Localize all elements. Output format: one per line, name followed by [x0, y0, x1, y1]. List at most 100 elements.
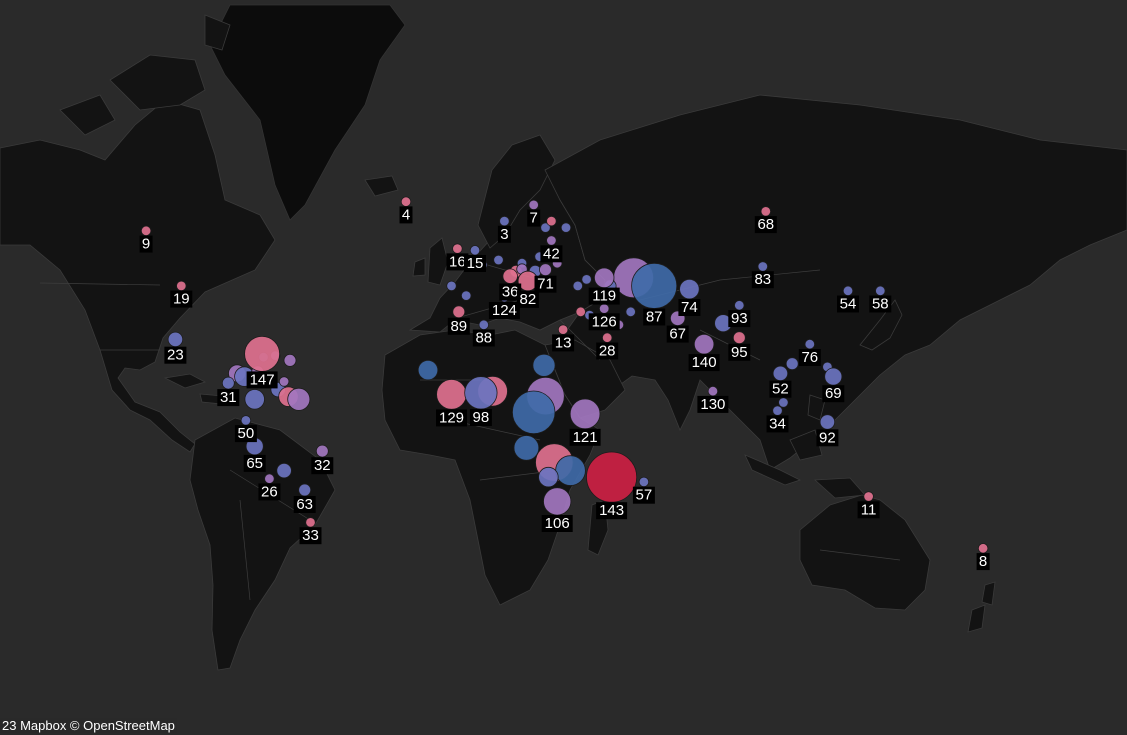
map-marker-unlabeled-17[interactable]	[513, 435, 540, 461]
map-label-31: 31	[217, 389, 240, 407]
map-marker-16[interactable]	[452, 243, 463, 254]
map-marker-106[interactable]	[543, 487, 572, 516]
map-marker-unlabeled-20[interactable]	[538, 466, 559, 488]
map-label-text: 34	[769, 415, 786, 432]
map-label-143: 143	[596, 502, 628, 520]
map-label-129: 129	[436, 409, 467, 427]
map-marker-42[interactable]	[546, 235, 557, 246]
map-label-11: 11	[857, 501, 880, 519]
map-marker-unlabeled-13[interactable]	[532, 353, 556, 377]
map-marker-unlabeled-12[interactable]	[417, 359, 439, 381]
map-marker-76[interactable]	[804, 339, 816, 350]
map-marker-unlabeled-37[interactable]	[540, 222, 551, 233]
map-marker-15[interactable]	[469, 245, 481, 256]
map-marker-8[interactable]	[977, 543, 989, 554]
map-marker-54[interactable]	[842, 285, 854, 297]
map-label-bg	[857, 501, 880, 519]
map-marker-13[interactable]	[557, 324, 569, 335]
map-marker-52[interactable]	[772, 365, 789, 382]
map-marker-unlabeled-6[interactable]	[287, 387, 311, 411]
map-label-bg	[399, 206, 413, 224]
map-marker-unlabeled-45[interactable]	[461, 290, 472, 301]
map-marker-93[interactable]	[734, 300, 745, 311]
map-label-bg	[447, 317, 470, 335]
map-label-text: 11	[861, 501, 877, 518]
map-marker-unlabeled-3[interactable]	[244, 389, 265, 410]
map-label-bg	[541, 515, 573, 532]
map-marker-unlabeled-36[interactable]	[560, 222, 572, 233]
map-marker-58[interactable]	[875, 285, 886, 297]
map-label-text: 3	[500, 226, 508, 243]
new-zealand-landmass	[967, 581, 996, 633]
map-label-text: 126	[592, 313, 617, 330]
map-marker-unlabeled-11[interactable]	[276, 462, 292, 479]
map-marker-130[interactable]	[707, 386, 719, 397]
map-marker-32[interactable]	[315, 444, 329, 458]
map-marker-140[interactable]	[693, 334, 715, 355]
map-label-26: 26	[258, 483, 281, 501]
map-label-bg	[488, 302, 520, 319]
map-marker-unlabeled-42[interactable]	[575, 306, 586, 318]
map-marker-unlabeled-16[interactable]	[512, 390, 556, 434]
map-marker-121[interactable]	[569, 398, 601, 430]
map-marker-4[interactable]	[400, 196, 412, 207]
map-marker-98[interactable]	[464, 376, 498, 410]
map-label-text: 71	[537, 276, 554, 293]
map-marker-9[interactable]	[140, 225, 152, 237]
map-marker-unlabeled-38[interactable]	[546, 215, 557, 227]
map-marker-33[interactable]	[305, 517, 316, 528]
map-label-text: 76	[801, 349, 818, 366]
map-marker-28[interactable]	[602, 332, 613, 343]
map-marker-11[interactable]	[863, 491, 874, 502]
map-marker-26[interactable]	[264, 473, 275, 484]
map-marker-unlabeled-25[interactable]	[778, 397, 789, 408]
map-marker-87[interactable]	[631, 262, 678, 309]
map-label-34: 34	[766, 415, 789, 433]
map-label-bg	[666, 325, 689, 343]
map-marker-34[interactable]	[772, 405, 783, 416]
map-marker-unlabeled-40[interactable]	[625, 306, 636, 318]
map-marker-63[interactable]	[298, 483, 312, 497]
map-label-text: 74	[681, 299, 698, 316]
map-marker-129[interactable]	[436, 379, 467, 410]
map-marker-88[interactable]	[478, 319, 490, 331]
map-marker-68[interactable]	[760, 206, 772, 217]
map-marker-3[interactable]	[499, 215, 510, 227]
map-marker-36[interactable]	[502, 268, 518, 284]
map-marker-23[interactable]	[167, 331, 184, 348]
map-marker-95[interactable]	[732, 331, 746, 345]
map-marker-unlabeled-7[interactable]	[278, 376, 290, 387]
map-marker-119[interactable]	[594, 267, 615, 289]
map-label-bg	[596, 342, 619, 360]
map-marker-31[interactable]	[221, 376, 235, 390]
map-marker-19[interactable]	[176, 280, 187, 292]
map-marker-7[interactable]	[528, 199, 539, 211]
map-marker-unlabeled-22[interactable]	[581, 274, 592, 285]
map-marker-147[interactable]	[244, 335, 281, 372]
map-label-52: 52	[769, 380, 792, 398]
map-label-bg	[446, 253, 469, 271]
map-marker-71[interactable]	[539, 263, 552, 277]
map-marker-92[interactable]	[819, 414, 836, 430]
map-marker-unlabeled-19[interactable]	[555, 455, 586, 486]
map-marker-unlabeled-35[interactable]	[572, 280, 584, 292]
map-marker-unlabeled-27[interactable]	[493, 254, 504, 266]
map-label-4: 4	[399, 206, 413, 224]
map-marker-unlabeled-24[interactable]	[785, 357, 799, 371]
map-marker-89[interactable]	[452, 305, 466, 319]
map-marker-57[interactable]	[638, 476, 650, 488]
map-marker-69[interactable]	[824, 367, 843, 386]
map-marker-143[interactable]	[586, 451, 638, 503]
map-label-bg	[499, 283, 522, 301]
map-marker-74[interactable]	[679, 278, 700, 300]
map-attribution[interactable]: 23 Mapbox © OpenStreetMap	[0, 718, 177, 733]
map-marker-50[interactable]	[240, 415, 252, 426]
map-marker-126[interactable]	[599, 303, 610, 314]
map-marker-unlabeled-44[interactable]	[446, 280, 457, 292]
map-label-126: 126	[588, 313, 620, 331]
map-label-text: 130	[700, 396, 725, 413]
map-marker-83[interactable]	[757, 261, 769, 272]
map-marker-unlabeled-10[interactable]	[283, 353, 297, 367]
